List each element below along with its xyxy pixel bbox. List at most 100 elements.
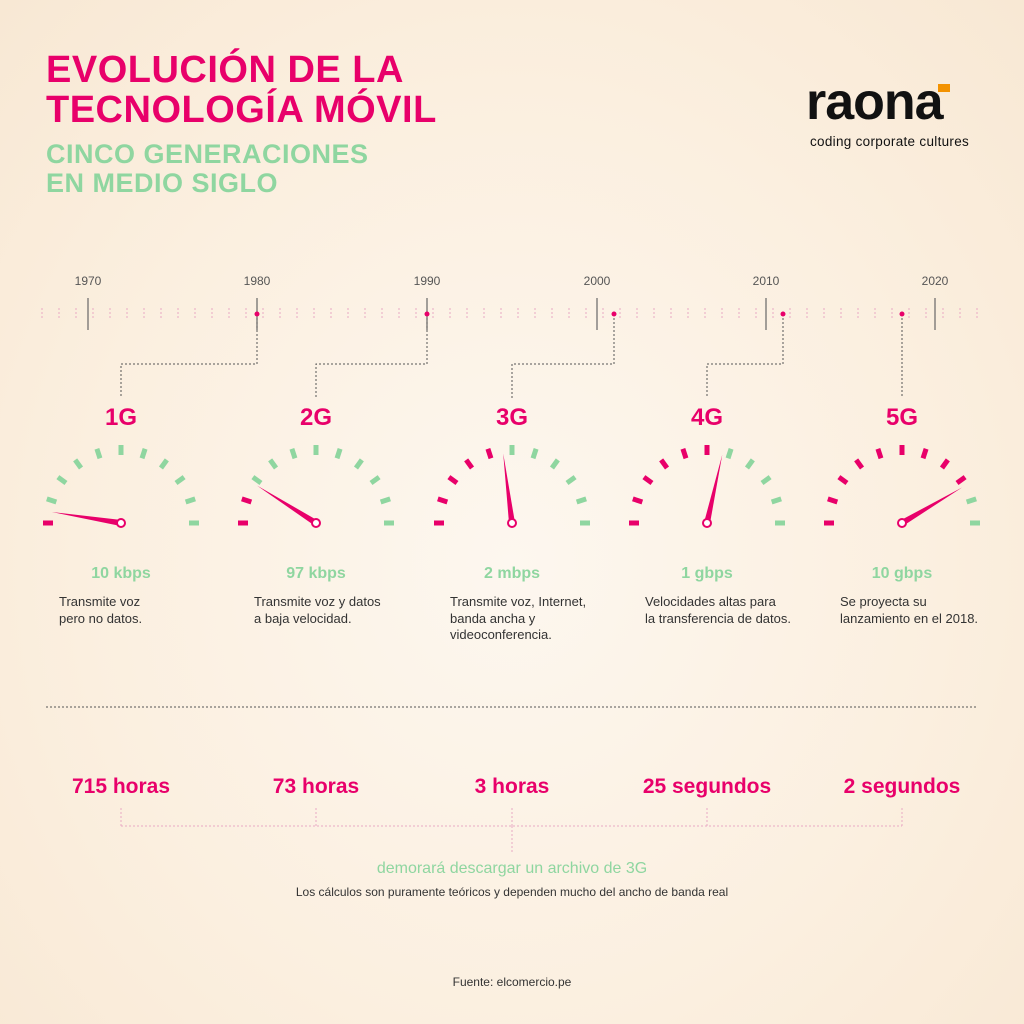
year-label: 2020 — [921, 274, 949, 288]
page-title: EVOLUCIÓN DE LA TECNOLOGÍA MÓVIL — [46, 50, 437, 130]
generation-label: 2G — [299, 404, 333, 431]
gauge-tick — [854, 458, 865, 470]
gauge-tick — [464, 458, 475, 470]
generation-description: Velocidades altas para la transferencia d… — [645, 594, 805, 627]
connector-line — [511, 318, 615, 398]
gauge-tick — [158, 458, 169, 470]
gauge-tick — [379, 496, 391, 505]
year-label: 2010 — [752, 274, 780, 288]
subtitle-line-1: CINCO GENERACIONES — [46, 139, 369, 169]
disclaimer-note: Los cálculos son puramente teóricos y de… — [295, 885, 729, 899]
timeline-dot — [780, 311, 786, 317]
gauge-tick — [334, 448, 343, 460]
speed-value: 97 kbps — [286, 565, 346, 582]
connector-line — [315, 318, 428, 398]
gauge-tick — [56, 475, 68, 486]
year-label: 1990 — [413, 274, 441, 288]
gauge-tick — [73, 458, 84, 470]
gauge-tick — [837, 475, 849, 486]
gauge-tick — [725, 448, 734, 460]
gauge-tick — [875, 448, 884, 460]
description-line: videoconferencia. — [450, 627, 552, 642]
gauge-tick — [744, 458, 755, 470]
gauge-needle — [256, 485, 318, 526]
gauge-tick — [575, 496, 587, 505]
title-line-1: EVOLUCIÓN DE LA — [46, 49, 404, 91]
gauge-tick — [289, 448, 298, 460]
generation-label: 3G — [495, 404, 529, 431]
timeline-dot — [424, 311, 430, 317]
download-time: 25 segundos — [642, 775, 772, 798]
gauge-tick — [530, 448, 539, 460]
generation-label: 4G — [690, 404, 724, 431]
logo-accent-mark — [938, 84, 950, 92]
gauge-tick — [955, 475, 967, 486]
gauge-hub — [507, 518, 517, 528]
description-line: Transmite voz y datos — [254, 594, 381, 609]
gauge-tick — [485, 448, 494, 460]
gauge-hub — [897, 518, 907, 528]
generation-description: Se proyecta su lanzamiento en el 2018. — [840, 594, 1000, 627]
raona-logo: raona — [806, 73, 944, 131]
logo-tagline: coding corporate cultures — [810, 134, 970, 149]
speed-value: 2 mbps — [483, 565, 541, 582]
gauge-tick — [241, 496, 253, 505]
page-subtitle: CINCO GENERACIONES EN MEDIO SIGLO — [46, 140, 369, 198]
title-line-2: TECNOLOGÍA MÓVIL — [46, 89, 437, 131]
speed-value: 10 gbps — [871, 565, 933, 582]
generation-label: 1G — [104, 404, 138, 431]
connector-line — [706, 318, 784, 398]
year-label: 2000 — [583, 274, 611, 288]
gauge-hub — [311, 518, 321, 528]
description-line: a baja velocidad. — [254, 610, 352, 626]
download-time: 715 horas — [71, 775, 171, 798]
description-line: la transferencia de datos. — [645, 610, 791, 626]
source-credit: Fuente: elcomercio.pe — [452, 975, 572, 989]
gauge-tick — [659, 458, 670, 470]
gauge-tick — [369, 475, 381, 486]
gauge-tick — [642, 475, 654, 486]
gauge-needle — [900, 487, 963, 526]
gauge-tick — [94, 448, 103, 460]
gauge-tick — [251, 475, 263, 486]
gauge-needle — [503, 453, 515, 524]
description-line: Se proyecta su — [840, 594, 927, 609]
gauge-tick — [565, 475, 577, 486]
gauge-needle — [704, 454, 723, 524]
year-label: 1970 — [74, 274, 102, 288]
timeline-dot — [899, 311, 905, 317]
download-time: 73 horas — [272, 775, 360, 798]
speed-value: 1 gbps — [681, 565, 733, 582]
gauge-tick — [139, 448, 148, 460]
download-time: 2 segundos — [843, 775, 961, 798]
gauge-tick — [920, 448, 929, 460]
description-line: banda ancha y — [450, 610, 536, 626]
generation-label: 5G — [885, 404, 919, 431]
download-caption: demorará descargar un archivo de 3G — [376, 860, 648, 877]
subtitle-line-2: EN MEDIO SIGLO — [46, 168, 279, 198]
timeline-dot — [611, 311, 617, 317]
gauge-hub — [702, 518, 712, 528]
gauge-tick — [549, 458, 560, 470]
gauge-tick — [184, 496, 196, 505]
gauge-tick — [939, 458, 950, 470]
description-line: Velocidades altas para — [645, 594, 776, 609]
gauge-tick — [268, 458, 279, 470]
timeline-dot — [254, 311, 260, 317]
speed-value: 10 kbps — [91, 565, 151, 582]
gauge-needle — [51, 512, 122, 526]
description-line: Transmite voz — [59, 594, 141, 609]
gauge-tick — [447, 475, 459, 486]
generation-description: Transmite voz, Internet, banda ancha y vid… — [450, 594, 610, 644]
gauge-tick — [770, 496, 782, 505]
gauge-tick — [437, 496, 449, 505]
connector-line — [120, 318, 258, 398]
gauge-tick — [353, 458, 364, 470]
generation-description: Transmite voz y datos a baja velocidad. — [254, 594, 414, 627]
gauge-tick — [680, 448, 689, 460]
generation-description: Transmite voz pero no datos. — [59, 594, 219, 627]
description-line: pero no datos. — [59, 610, 143, 626]
gauge-tick — [632, 496, 644, 505]
gauge-tick — [174, 475, 186, 486]
gauge-tick — [965, 496, 977, 505]
